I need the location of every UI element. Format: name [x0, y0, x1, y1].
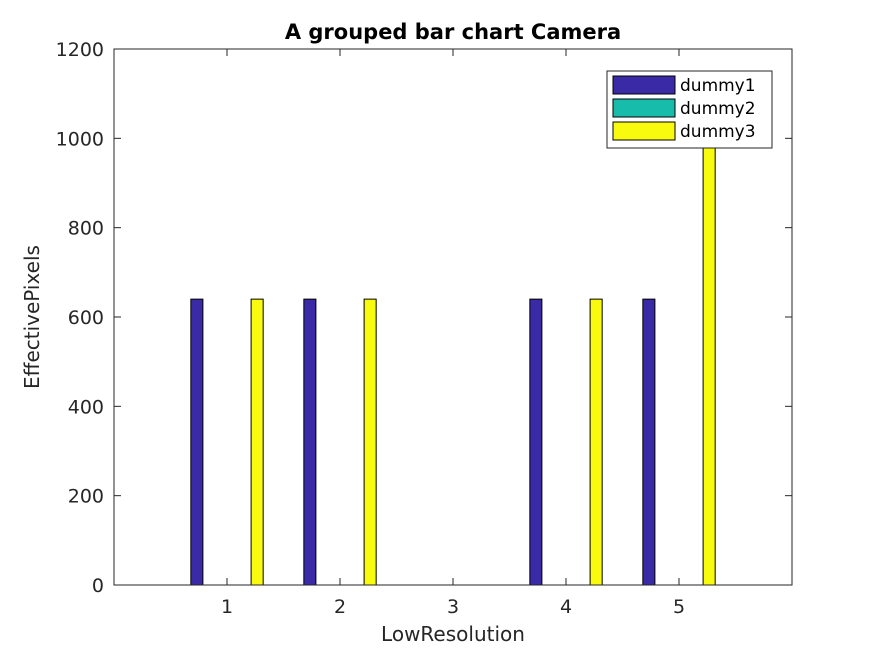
- y-tick-label: 0: [92, 575, 104, 597]
- bars-layer: [190, 127, 716, 586]
- legend-label-dummy2: dummy2: [680, 99, 756, 119]
- bar-dummy1-4: [529, 298, 543, 586]
- bar-dummy3-5: [702, 127, 716, 586]
- chart-title: A grouped bar chart Camera: [285, 20, 621, 44]
- y-tick-label: 600: [68, 307, 104, 329]
- x-tick-label: 4: [560, 596, 572, 618]
- y-axis-label: EffectivePixels: [20, 245, 44, 389]
- bar-dummy1-1: [190, 298, 204, 586]
- bar-dummy3-1: [250, 298, 264, 586]
- legend-swatch-dummy2: [612, 98, 676, 118]
- legend-label-dummy3: dummy3: [680, 122, 756, 142]
- y-tick-label: 800: [68, 218, 104, 240]
- bar-dummy1-2: [303, 298, 317, 586]
- x-tick-label: 5: [673, 596, 685, 618]
- y-tick-label: 1000: [56, 128, 104, 150]
- x-tick-label: 1: [221, 596, 233, 618]
- legend-swatch-dummy3: [612, 121, 676, 141]
- y-tick-label: 400: [68, 396, 104, 418]
- y-tick-label: 1200: [56, 39, 104, 61]
- legend: dummy1 dummy2 dummy3: [606, 70, 773, 149]
- bar-dummy3-4: [589, 298, 603, 586]
- x-tick-label: 3: [447, 596, 459, 618]
- bar-dummy1-5: [642, 298, 656, 586]
- x-axis-label: LowResolution: [381, 622, 525, 646]
- x-tick-label: 2: [334, 596, 346, 618]
- y-tick-label: 200: [68, 486, 104, 508]
- legend-label-dummy1: dummy1: [680, 76, 756, 96]
- legend-swatch-dummy1: [612, 75, 676, 95]
- bar-dummy3-2: [363, 298, 377, 586]
- ticks-layer: 1 2 3 4 5 0 200 400 600 800 1000 1200: [56, 39, 792, 618]
